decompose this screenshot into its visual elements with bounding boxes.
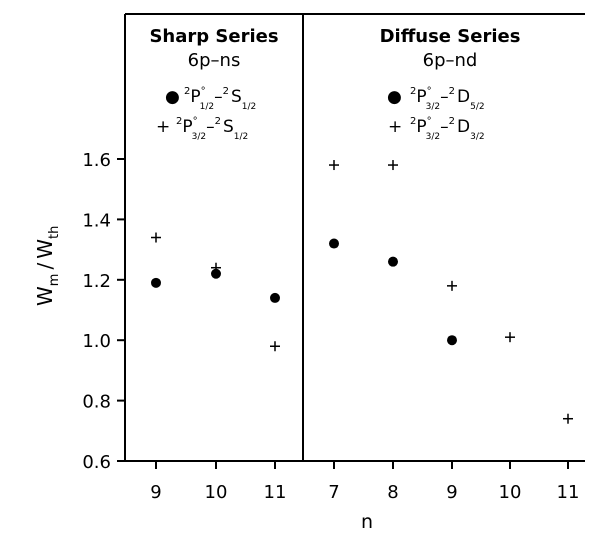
legend-term: 2P° 1/2–2 S1/2	[184, 86, 256, 112]
legend-diffuse-circle: ● 2P° 3/2–2 D5/2	[387, 86, 485, 112]
panel-subtitle-sharp: 6p–ns	[188, 50, 241, 71]
legend-term: 2P° 3/2–2 D5/2	[410, 86, 485, 112]
y-tick-label: 1.0	[82, 331, 111, 352]
x-axis: 9 10 11 7 8 9 10 11	[150, 461, 579, 503]
data-point-plus	[329, 160, 339, 171]
data-point-circle	[388, 256, 398, 267]
data-point-circle	[211, 268, 221, 279]
panel-subtitle-diffuse: 6p–nd	[423, 50, 478, 71]
legend-marker-circle-icon: ●	[387, 87, 402, 107]
legend-sharp-circle: ● 2P° 1/2–2 S1/2	[165, 86, 256, 112]
x-tick-label: 10	[499, 482, 522, 503]
y-tick-label: 0.6	[82, 452, 111, 473]
x-tick-label: 8	[387, 482, 398, 503]
data-point-plus	[151, 232, 161, 243]
data-point-circle	[270, 292, 280, 303]
data-point-plus	[388, 160, 398, 171]
legend-term: 2P° 3/2–2 S1/2	[176, 116, 248, 142]
legend-diffuse-plus: + 2P° 3/2–2 D3/2	[388, 116, 485, 142]
y-tick-label: 0.8	[82, 392, 111, 413]
y-axis: 0.6 0.8 1.0 1.2 1.4 1.6	[82, 150, 125, 473]
x-tick-label: 10	[205, 482, 228, 503]
data-point-plus	[270, 341, 280, 352]
legend-term: 2P° 3/2–2 D3/2	[410, 116, 485, 142]
data-point-circle	[329, 238, 339, 249]
data-marks	[151, 160, 573, 424]
legend-marker-plus-icon: +	[156, 117, 170, 137]
y-tick-label: 1.6	[82, 150, 111, 171]
legend-sharp-plus: + 2P° 3/2–2 S1/2	[156, 116, 248, 142]
y-tick-label: 1.2	[82, 271, 111, 292]
x-tick-label: 9	[150, 482, 161, 503]
y-tick-label: 1.4	[82, 210, 111, 231]
panel-title-diffuse: Diffuse Series	[380, 26, 521, 47]
data-point-plus	[211, 262, 221, 273]
y-axis-label: Wm/Wth	[33, 226, 62, 306]
data-point-circle	[151, 277, 161, 288]
data-point-circle	[447, 335, 457, 346]
panel-title-sharp: Sharp Series	[149, 26, 278, 47]
x-tick-label: 9	[446, 482, 457, 503]
legend-marker-plus-icon: +	[388, 117, 402, 137]
x-tick-label: 7	[328, 482, 339, 503]
x-tick-label: 11	[557, 482, 580, 503]
x-axis-label: n	[361, 511, 373, 533]
data-point-plus	[447, 280, 457, 291]
x-tick-label: 11	[264, 482, 287, 503]
data-point-plus	[563, 413, 573, 424]
data-point-plus	[505, 332, 515, 343]
legend-marker-circle-icon: ●	[165, 87, 180, 107]
